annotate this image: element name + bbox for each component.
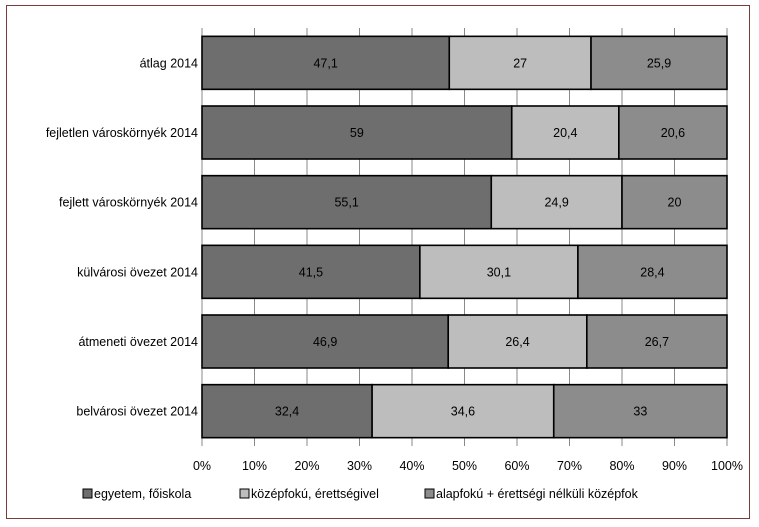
bar-segment: [201, 383, 373, 439]
bar-segment: [621, 174, 728, 230]
data-label: 32,4: [275, 405, 299, 419]
bar-segment: [201, 244, 421, 300]
x-tick-label: 80%: [609, 459, 634, 473]
bar-segment: [371, 383, 555, 439]
bar-segment: [447, 314, 588, 369]
data-label: 55,1: [334, 196, 358, 210]
x-tick-label: 90%: [662, 459, 687, 473]
data-label: 20: [668, 196, 682, 210]
data-label: 20,6: [661, 126, 685, 140]
bar-segment: [586, 314, 728, 369]
data-label: 33: [633, 405, 647, 419]
data-label: 41,5: [299, 265, 323, 279]
legend-label: középfokú, érettségivel: [251, 487, 379, 501]
bar-segment: [490, 174, 623, 230]
bar-segment: [201, 314, 450, 369]
x-tick-label: 100%: [711, 459, 743, 473]
x-tick-label: 20%: [294, 459, 319, 473]
x-tick-label: 0%: [193, 459, 211, 473]
data-label: 26,4: [505, 335, 529, 349]
category-label: fejletlen városkörnyék 2014: [46, 126, 198, 140]
bar-segment: [590, 35, 728, 91]
x-tick-label: 10%: [242, 459, 267, 473]
category-label: fejlett városkörnyék 2014: [59, 196, 198, 210]
category-label: belvárosi övezet 2014: [76, 405, 198, 419]
bar-segment: [552, 383, 728, 439]
data-label: 27: [513, 56, 527, 70]
bar-segment: [510, 105, 620, 160]
legend-swatch: [424, 488, 435, 499]
x-tick-label: 60%: [504, 459, 529, 473]
data-label: 24,9: [544, 196, 568, 210]
bar-segment: [201, 35, 451, 91]
x-tick-label: 40%: [399, 459, 424, 473]
category-label: átlag 2014: [140, 56, 198, 70]
category-label: átmeneti övezet 2014: [78, 335, 198, 349]
x-tick-label: 30%: [347, 459, 372, 473]
data-label: 25,9: [647, 56, 671, 70]
data-label: 30,1: [487, 265, 511, 279]
data-label: 28,4: [640, 265, 664, 279]
legend-label: egyetem, főiskola: [94, 487, 191, 501]
data-label: 47,1: [313, 56, 337, 70]
bar-segment: [448, 35, 592, 91]
data-label: 46,9: [313, 335, 337, 349]
x-tick-label: 70%: [557, 459, 582, 473]
legend-swatch: [82, 488, 93, 499]
category-label: külvárosi övezet 2014: [77, 265, 198, 279]
data-label: 20,4: [553, 126, 577, 140]
x-tick-label: 50%: [452, 459, 477, 473]
data-label: 26,7: [645, 335, 669, 349]
bar-segment: [201, 105, 513, 160]
bar-segment: [618, 105, 728, 160]
legend-swatch: [239, 488, 250, 499]
data-label: 34,6: [451, 405, 475, 419]
legend-label: alapfokú + érettségi nélküli középfok: [436, 487, 639, 501]
bar-segment: [577, 244, 728, 300]
data-label: 59: [350, 126, 364, 140]
